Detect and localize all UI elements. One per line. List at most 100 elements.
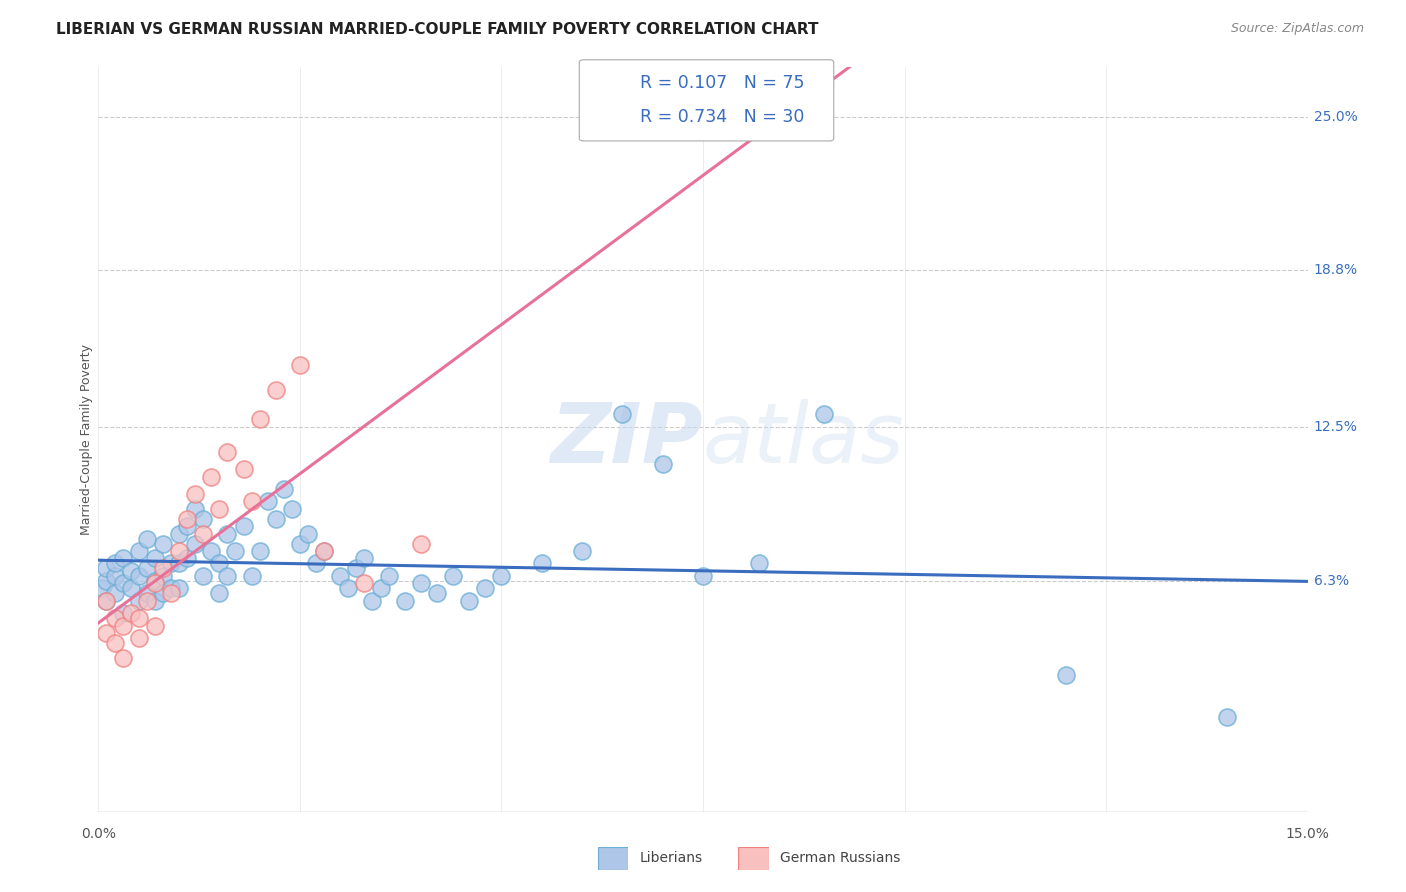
Point: [143, 574, 166, 588]
Point: [135, 561, 157, 575]
Point: [167, 582, 190, 596]
Point: [441, 569, 464, 583]
Text: atlas: atlas: [703, 399, 904, 480]
Point: [184, 501, 207, 516]
Point: [224, 544, 246, 558]
Point: [264, 512, 287, 526]
Text: German Russians: German Russians: [780, 851, 901, 865]
Point: [491, 569, 513, 583]
Point: [1054, 668, 1077, 682]
Text: R = 0.107   N = 75: R = 0.107 N = 75: [640, 74, 804, 92]
Point: [370, 582, 392, 596]
Point: [305, 557, 328, 571]
Point: [135, 593, 157, 607]
Point: [111, 576, 134, 591]
Point: [813, 408, 835, 422]
Point: [217, 569, 239, 583]
Point: [288, 358, 311, 372]
Point: [96, 593, 118, 607]
Point: [96, 574, 118, 588]
Point: [256, 494, 278, 508]
Point: [103, 636, 125, 650]
Point: [692, 569, 714, 583]
Point: [128, 569, 150, 583]
Point: [103, 557, 125, 571]
Point: [111, 650, 134, 665]
Point: [167, 557, 190, 571]
Point: [103, 611, 125, 625]
Point: [96, 626, 118, 640]
Point: [612, 408, 634, 422]
Point: [314, 544, 336, 558]
Point: [651, 457, 673, 471]
Point: [748, 557, 770, 571]
Point: [1216, 710, 1239, 724]
Point: [103, 586, 125, 600]
Point: [426, 586, 449, 600]
Point: [249, 412, 271, 426]
Point: [135, 586, 157, 600]
Point: [530, 557, 553, 571]
Point: [217, 444, 239, 458]
Point: [217, 526, 239, 541]
Point: [128, 593, 150, 607]
Point: [152, 561, 174, 575]
Point: [337, 582, 360, 596]
Point: [329, 569, 352, 583]
Point: [160, 586, 183, 600]
Point: [193, 512, 215, 526]
Point: [152, 536, 174, 550]
Point: [394, 593, 416, 607]
Point: [571, 544, 593, 558]
Point: [167, 544, 190, 558]
Point: [128, 544, 150, 558]
Point: [128, 631, 150, 645]
Text: Source: ZipAtlas.com: Source: ZipAtlas.com: [1230, 22, 1364, 36]
Point: [160, 557, 183, 571]
Text: 25.0%: 25.0%: [1313, 110, 1357, 124]
Point: [111, 618, 134, 632]
Point: [135, 532, 157, 546]
Point: [240, 569, 263, 583]
Point: [184, 487, 207, 501]
Point: [167, 526, 190, 541]
Point: [353, 576, 375, 591]
Point: [176, 551, 198, 566]
Point: [409, 576, 432, 591]
Point: [111, 551, 134, 566]
Point: [700, 110, 723, 124]
Point: [120, 606, 142, 620]
Point: [143, 551, 166, 566]
Point: [193, 526, 215, 541]
Point: [273, 482, 295, 496]
Point: [152, 586, 174, 600]
Point: [344, 561, 367, 575]
Point: [193, 569, 215, 583]
Point: [249, 544, 271, 558]
Point: [143, 618, 166, 632]
Point: [264, 383, 287, 397]
Text: LIBERIAN VS GERMAN RUSSIAN MARRIED-COUPLE FAMILY POVERTY CORRELATION CHART: LIBERIAN VS GERMAN RUSSIAN MARRIED-COUPL…: [56, 22, 818, 37]
Point: [120, 582, 142, 596]
Text: Liberians: Liberians: [640, 851, 703, 865]
Point: [474, 582, 496, 596]
Point: [281, 501, 304, 516]
Text: 6.3%: 6.3%: [1313, 574, 1348, 588]
Text: ZIP: ZIP: [550, 399, 703, 480]
Point: [96, 593, 118, 607]
Point: [128, 611, 150, 625]
Point: [111, 606, 134, 620]
Point: [232, 462, 254, 476]
Point: [200, 544, 222, 558]
Point: [314, 544, 336, 558]
Point: [200, 469, 222, 483]
Point: [143, 576, 166, 591]
Point: [208, 501, 231, 516]
Point: [208, 586, 231, 600]
Point: [176, 512, 198, 526]
Point: [103, 569, 125, 583]
Point: [288, 536, 311, 550]
Text: 15.0%: 15.0%: [1285, 827, 1330, 840]
Point: [458, 593, 481, 607]
Point: [96, 561, 118, 575]
